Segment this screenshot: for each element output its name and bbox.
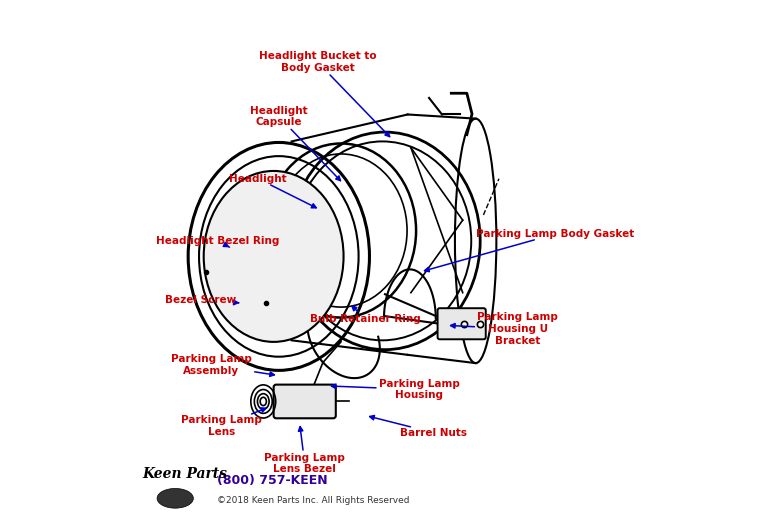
FancyBboxPatch shape <box>437 308 486 339</box>
Text: Bulb Retainer Ring: Bulb Retainer Ring <box>310 306 420 324</box>
Text: Headlight Bucket to
Body Gasket: Headlight Bucket to Body Gasket <box>259 51 390 137</box>
Ellipse shape <box>157 488 193 508</box>
Text: Parking Lamp
Assembly: Parking Lamp Assembly <box>171 354 274 377</box>
Text: (800) 757-KEEN: (800) 757-KEEN <box>216 474 327 487</box>
Text: Parking Lamp Body Gasket: Parking Lamp Body Gasket <box>424 229 634 271</box>
Text: Headlight
Capsule: Headlight Capsule <box>250 106 340 181</box>
FancyBboxPatch shape <box>273 384 336 419</box>
Text: Parking Lamp
Lens Bezel: Parking Lamp Lens Bezel <box>264 427 345 474</box>
Text: Keen Parts: Keen Parts <box>142 467 227 481</box>
Ellipse shape <box>204 171 343 342</box>
Text: Headlight: Headlight <box>229 174 316 208</box>
Text: Bezel Screw: Bezel Screw <box>165 295 239 306</box>
Text: Parking Lamp
Housing U
Bracket: Parking Lamp Housing U Bracket <box>450 312 558 346</box>
Text: Parking Lamp
Lens: Parking Lamp Lens <box>182 408 266 437</box>
Text: Barrel Nuts: Barrel Nuts <box>370 415 467 438</box>
Text: ©2018 Keen Parts Inc. All Rights Reserved: ©2018 Keen Parts Inc. All Rights Reserve… <box>216 496 409 506</box>
Text: Parking Lamp
Housing: Parking Lamp Housing <box>331 379 460 400</box>
Text: Headlight Bezel Ring: Headlight Bezel Ring <box>156 236 280 247</box>
